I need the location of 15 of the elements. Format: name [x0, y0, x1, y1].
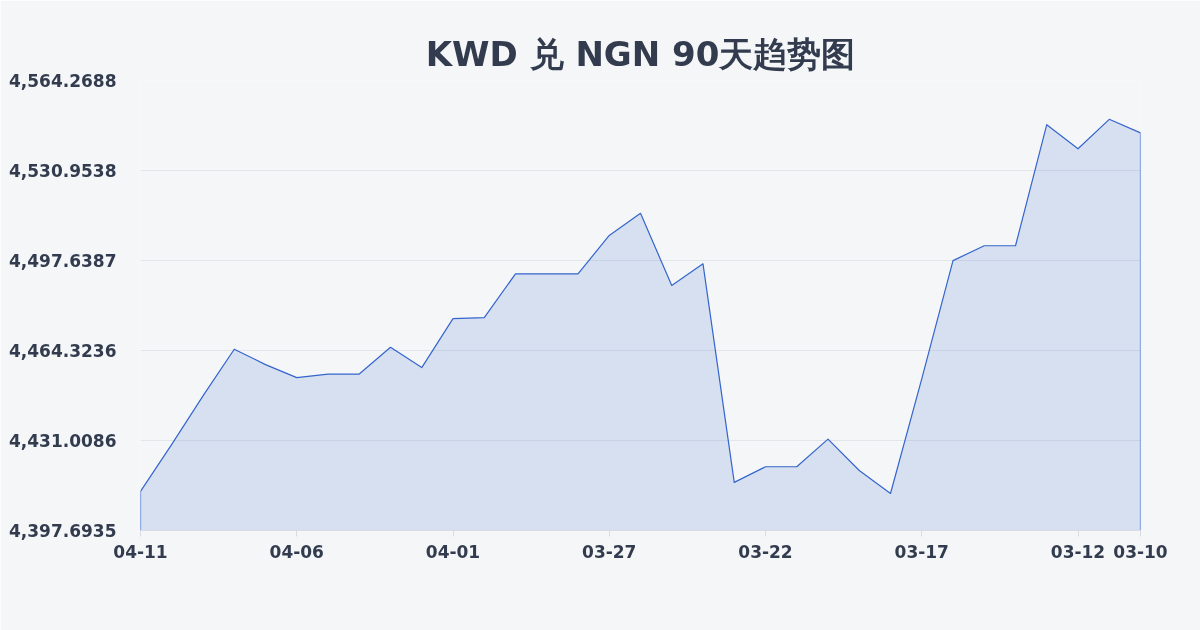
y-tick-label: 4,497.6387	[8, 251, 117, 271]
x-tick-label: 03-17	[894, 541, 949, 562]
x-tick-label: 04-01	[425, 541, 481, 562]
y-tick-label: 4,530.9538	[8, 161, 117, 181]
x-tick-label: 03-22	[738, 541, 793, 562]
y-tick-label: 4,431.0086	[8, 431, 117, 451]
x-tick-label: 04-06	[269, 541, 324, 562]
x-tick-label: 03-10	[1113, 541, 1168, 562]
x-tick-label: 03-12	[1050, 541, 1106, 562]
x-tick-label: 03-27	[582, 541, 637, 562]
y-tick-label: 4,464.3236	[8, 341, 117, 361]
y-tick-label: 4,397.6935	[8, 521, 117, 541]
x-tick-label: 04-11	[113, 541, 168, 562]
chart-title: KWD 兑 NGN 90天趋势图	[425, 33, 856, 74]
y-tick-label: 4,564.2688	[8, 71, 117, 91]
